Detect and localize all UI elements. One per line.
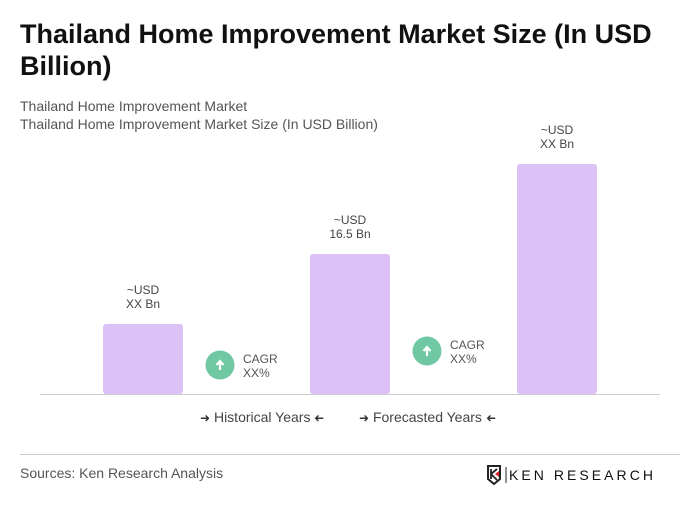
bar [310,254,390,394]
subtitle-market: Thailand Home Improvement Market [20,98,248,114]
legend-forecasted[interactable]: ➜ Forecasted Years ➜ [359,409,496,425]
data-label: ~USD [334,213,367,227]
arrow-up-icon [215,359,225,370]
arrow-right-icon: ➜ [200,411,211,425]
cagr-label: CAGR [450,338,485,352]
arrow-left-icon: ➜ [485,411,496,425]
data-label: 16.5 Bn [329,227,370,241]
bar [103,324,183,394]
legend-historical-label: Historical Years [213,409,311,425]
cagr-label: XX% [243,366,270,380]
subtitle-size: Thailand Home Improvement Market Size (I… [20,116,378,132]
arrow-up-icon [422,345,432,356]
data-label: ~USD [127,283,160,297]
data-label: XX Bn [540,137,574,151]
page-title: Thailand Home Improvement Market Size (I… [20,19,652,81]
bar [517,164,597,394]
source-text: Sources: Ken Research Analysis [20,465,224,481]
svg-text:KEN RESEARCH: KEN RESEARCH [509,467,654,483]
cagr-label: CAGR [243,352,278,366]
arrow-left-icon: ➜ [314,411,325,425]
legend-forecasted-label: Forecasted Years [372,409,482,425]
cagr-label: XX% [450,352,477,366]
data-label: XX Bn [126,297,160,311]
footer-divider [20,454,680,455]
data-label: ~USD [541,123,574,137]
arrow-right-icon: ➜ [359,411,370,425]
ken-research-logo: KEN RESEARCH [487,465,654,486]
legend-historical[interactable]: ➜ Historical Years ➜ [200,409,324,425]
